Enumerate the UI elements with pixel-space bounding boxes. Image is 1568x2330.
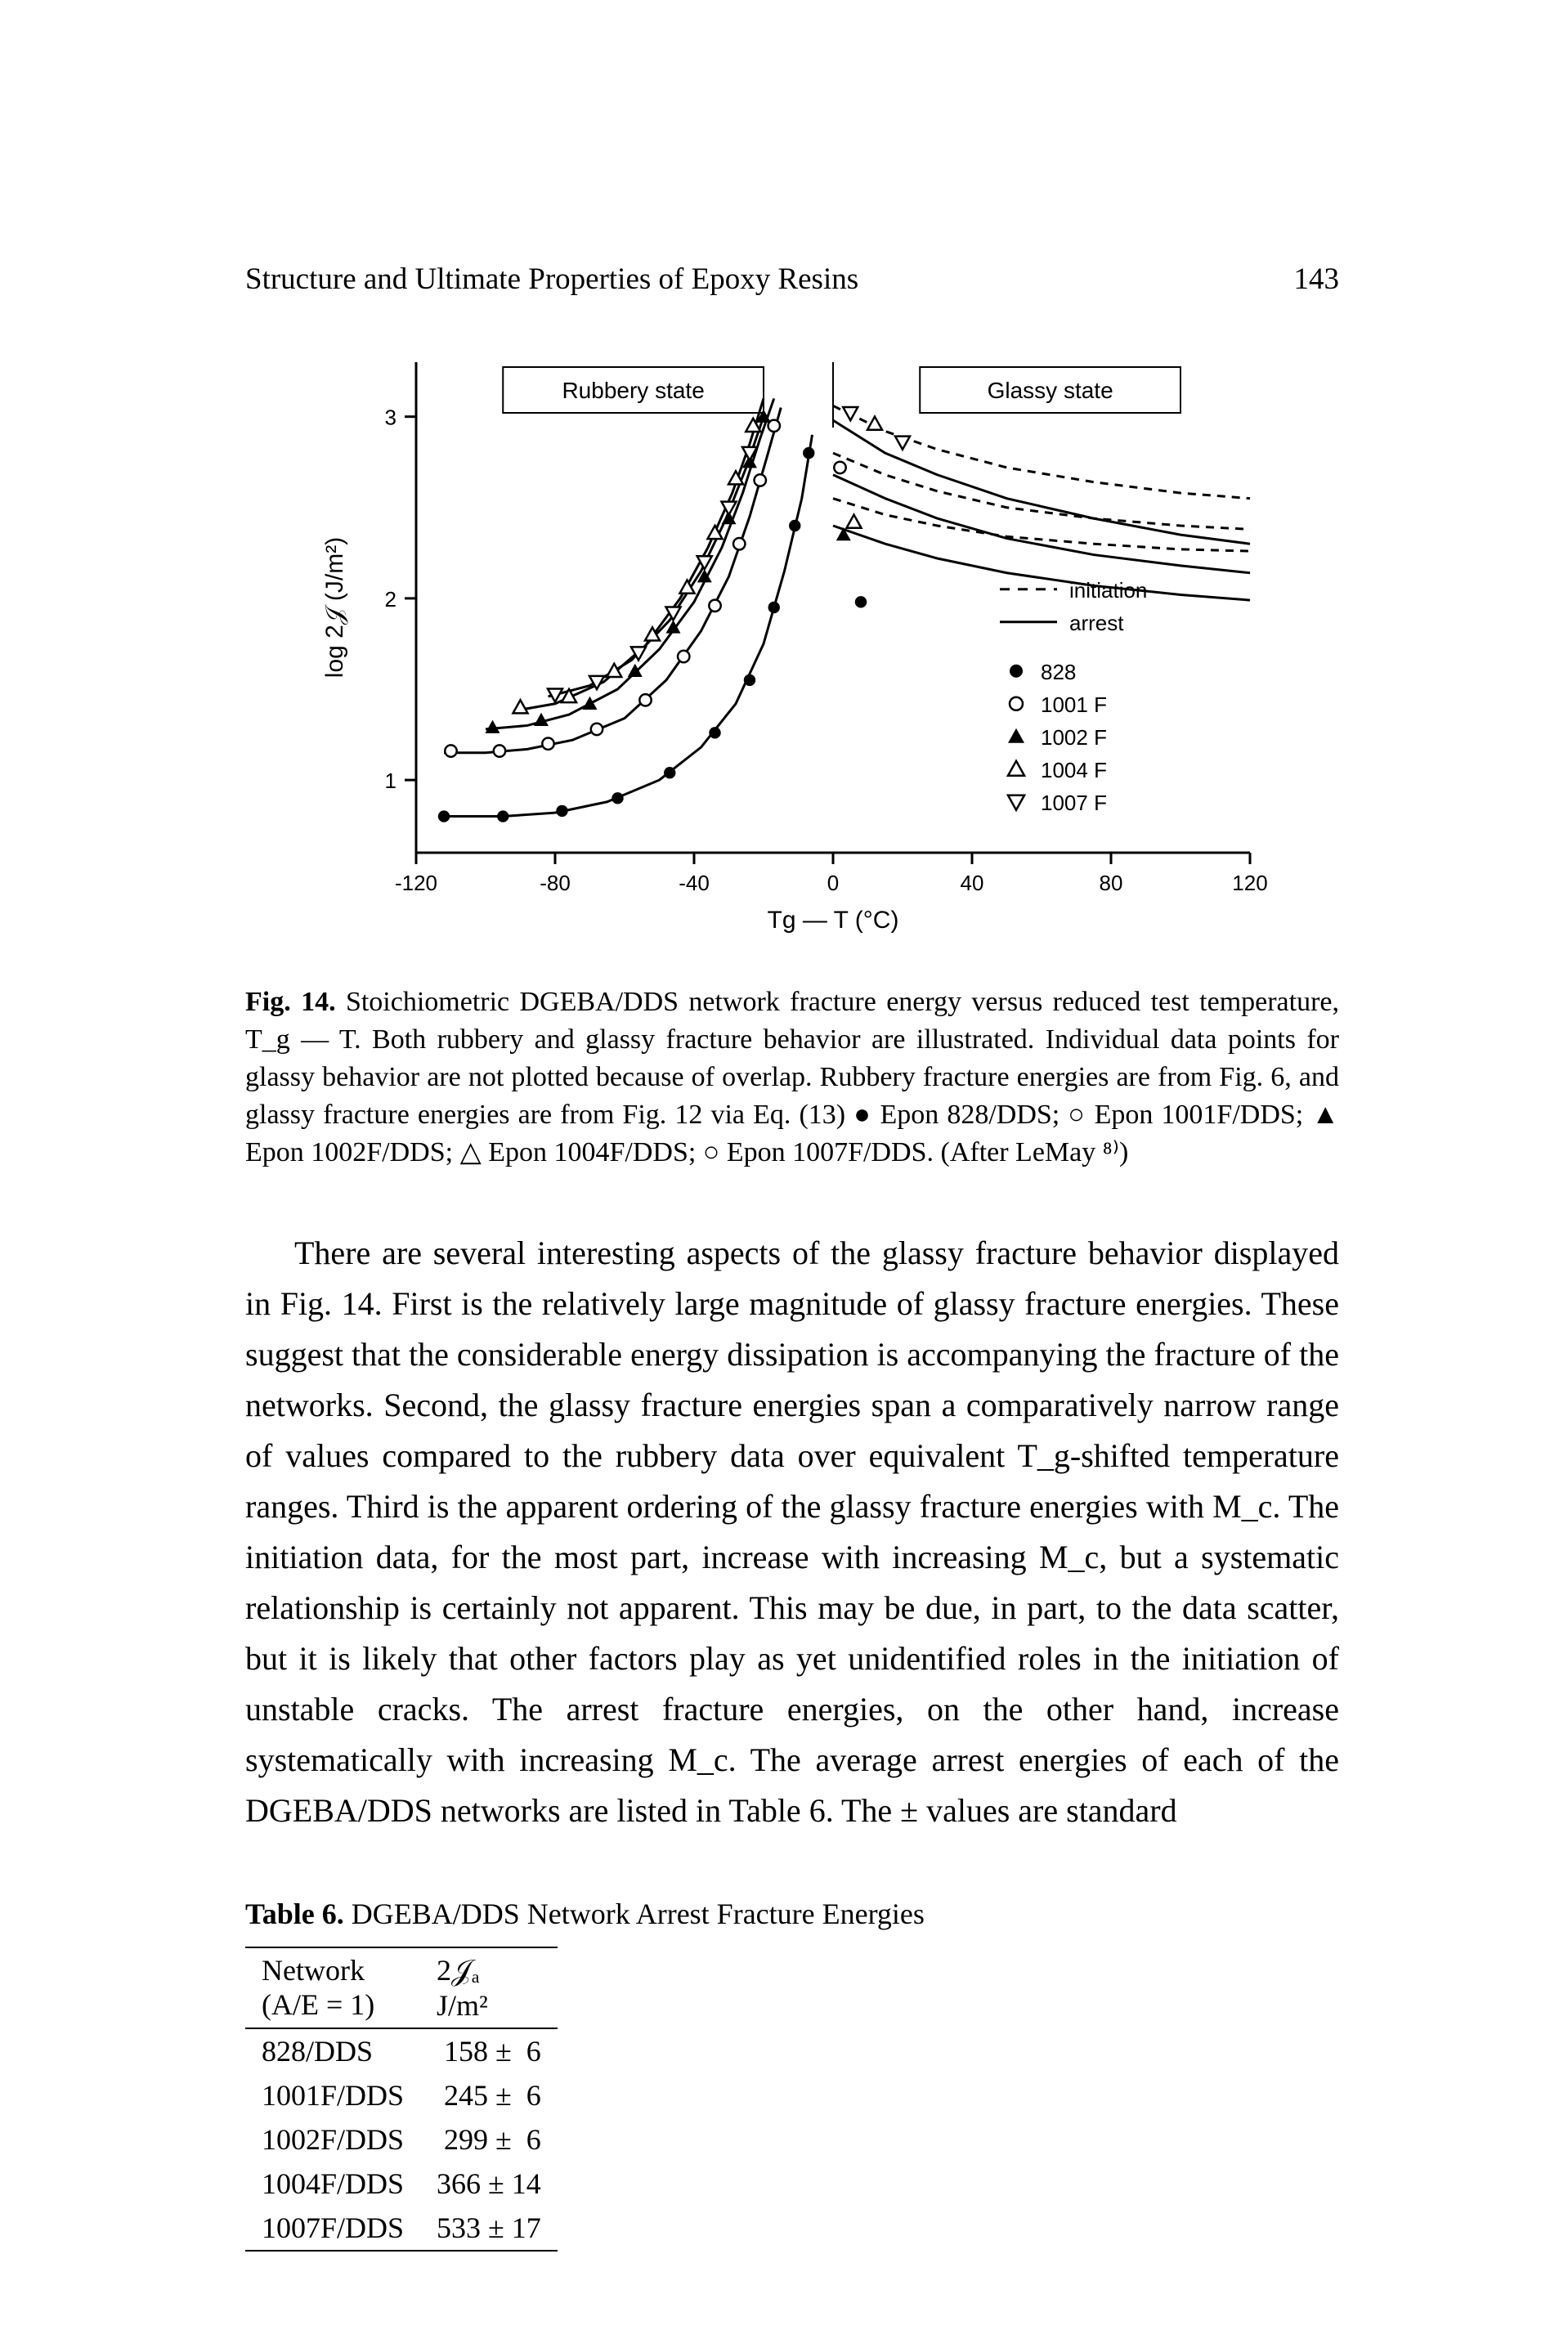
cell-network: 1007F/DDS	[245, 2206, 420, 2251]
table-row: 828/DDS158 ± 6	[245, 2028, 558, 2073]
svg-text:log 2𝒥 (J/m²): log 2𝒥 (J/m²)	[321, 537, 348, 678]
running-title: Structure and Ultimate Properties of Epo…	[245, 262, 858, 297]
svg-text:Rubbery state: Rubbery state	[562, 378, 704, 403]
col-value-head: 2𝒥ₐ J/m²	[420, 1947, 558, 2028]
figure-14: -120 -80 -40 0 40 80 120 1 2 3 Tg — T (°C) log 2𝒥 (…	[245, 346, 1339, 951]
figure-label: Fig. 14.	[245, 987, 336, 1017]
svg-text:1001 F: 1001 F	[1041, 692, 1107, 717]
cell-network: 1001F/DDS	[245, 2073, 420, 2117]
svg-text:80: 80	[1100, 871, 1123, 895]
cell-value: 299 ± 6	[420, 2117, 558, 2162]
cell-value: 366 ± 14	[420, 2162, 558, 2206]
table-row: 1004F/DDS366 ± 14	[245, 2162, 558, 2206]
page-number: 143	[1294, 262, 1340, 297]
svg-text:120: 120	[1232, 871, 1267, 895]
svg-text:initiation: initiation	[1069, 578, 1147, 603]
col-head-text: 2𝒥ₐ	[437, 1954, 480, 1987]
table-label: Table 6.	[245, 1898, 344, 1930]
svg-text:0: 0	[827, 871, 839, 895]
svg-text:Tg — T (°C): Tg — T (°C)	[768, 907, 899, 934]
table-row: 1002F/DDS299 ± 6	[245, 2117, 558, 2162]
cell-network: 828/DDS	[245, 2028, 420, 2073]
svg-text:828: 828	[1041, 660, 1076, 684]
table-title-text: DGEBA/DDS Network Arrest Fracture Energi…	[352, 1898, 925, 1930]
running-head: Structure and Ultimate Properties of Epo…	[245, 262, 1339, 297]
svg-text:40: 40	[961, 871, 984, 895]
cell-value: 245 ± 6	[420, 2073, 558, 2117]
svg-text:-80: -80	[540, 871, 571, 895]
svg-text:-40: -40	[679, 871, 710, 895]
page: Structure and Ultimate Properties of Epo…	[0, 0, 1568, 2330]
cell-network: 1002F/DDS	[245, 2117, 420, 2162]
table-6: Network (A/E = 1) 2𝒥ₐ J/m² 828/DDS158 ± …	[245, 1947, 558, 2252]
svg-text:1002 F: 1002 F	[1041, 725, 1107, 750]
table-title: Table 6. DGEBA/DDS Network Arrest Fractu…	[245, 1893, 1339, 1934]
cell-value: 158 ± 6	[420, 2028, 558, 2073]
table-header-row: Network (A/E = 1) 2𝒥ₐ J/m²	[245, 1947, 558, 2028]
col-head-text: (A/E = 1)	[262, 1988, 374, 2021]
col-head-text: J/m²	[437, 1989, 488, 2022]
svg-text:Glassy state: Glassy state	[988, 378, 1113, 403]
svg-text:-120: -120	[395, 871, 437, 895]
table-row: 1007F/DDS533 ± 17	[245, 2206, 558, 2251]
svg-text:1: 1	[385, 768, 396, 793]
svg-text:3: 3	[385, 406, 396, 430]
col-head-text: Network	[262, 1954, 365, 1987]
cell-value: 533 ± 17	[420, 2206, 558, 2251]
table-row: 1001F/DDS245 ± 6	[245, 2073, 558, 2117]
svg-text:1004 F: 1004 F	[1041, 758, 1107, 782]
figure-caption-text: Stoichiometric DGEBA/DDS network fractur…	[245, 987, 1339, 1167]
figure-caption: Fig. 14. Stoichiometric DGEBA/DDS networ…	[245, 984, 1339, 1171]
col-network-head: Network (A/E = 1)	[245, 1947, 420, 2028]
cell-network: 1004F/DDS	[245, 2162, 420, 2206]
body-paragraph: There are several interesting aspects of…	[245, 1228, 1339, 1836]
svg-text:1007 F: 1007 F	[1041, 791, 1107, 815]
svg-text:2: 2	[385, 587, 396, 612]
svg-text:arrest: arrest	[1069, 611, 1124, 635]
figure-svg: -120 -80 -40 0 40 80 120 1 2 3 Tg — T (°C) log 2𝒥 (…	[310, 346, 1275, 951]
